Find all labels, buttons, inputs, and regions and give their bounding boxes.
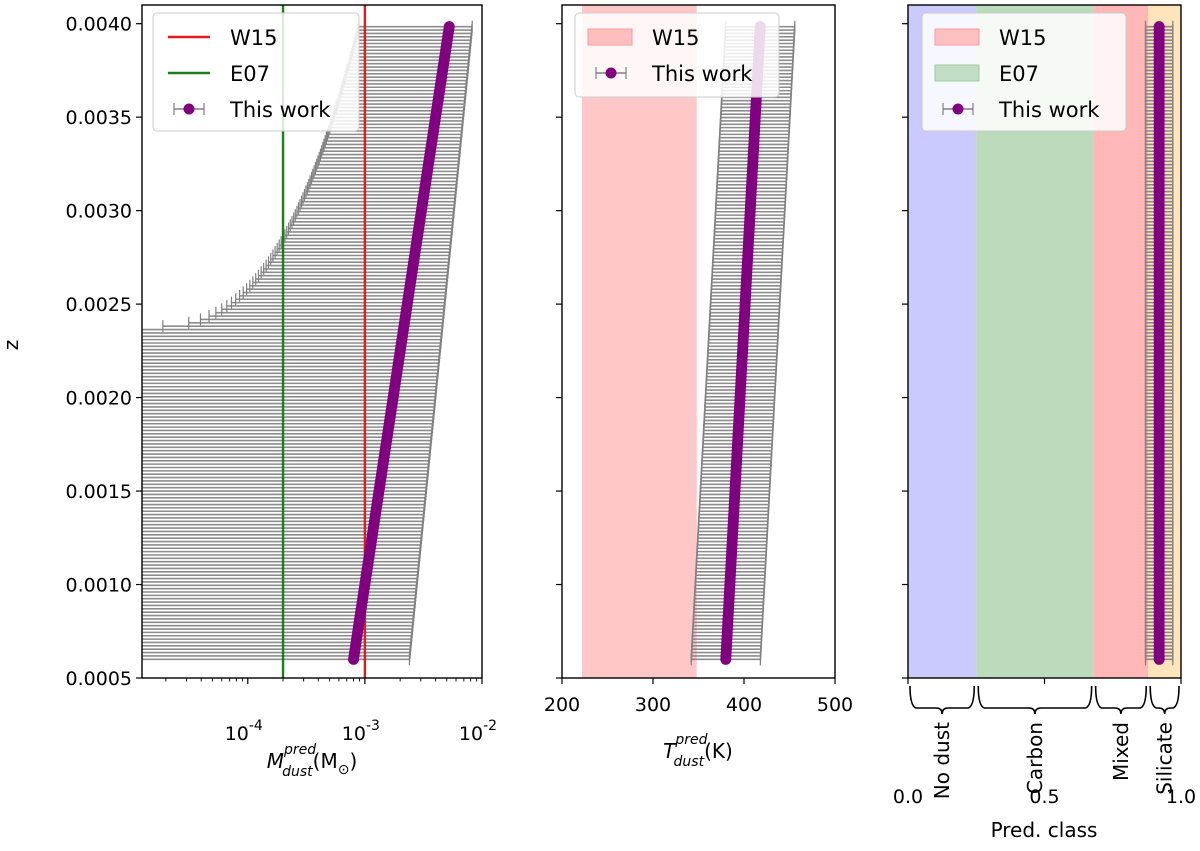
class-labels: No dust Carbon Mixed Silicate <box>909 685 1180 799</box>
legend: W15 This work <box>574 12 780 98</box>
legend: W15 E07 This work <box>152 12 360 132</box>
class-label: Carbon <box>1023 722 1047 794</box>
y-tick-label: 0.0020 <box>66 388 132 410</box>
points-layer <box>720 21 766 665</box>
panel-dust-temperature: 200 300 400 500 W15 This work Tpred dust(K) <box>544 4 853 770</box>
y-axis-label: z <box>0 340 23 351</box>
y-tick-label: 0.0035 <box>66 107 132 129</box>
y-tick-label: 0.0025 <box>66 294 132 316</box>
legend-marker <box>183 103 195 115</box>
class-bracket <box>977 685 1093 715</box>
panel-dust-mass: 0.0005 0.0010 0.0015 0.0020 0.0025 0.0030 0.00… <box>0 4 497 780</box>
legend-swatch <box>587 28 633 46</box>
x-tick-exponent: -4 <box>249 718 263 734</box>
bands-layer <box>582 5 697 678</box>
legend-label: W15 <box>652 26 700 50</box>
x-tick-label: 10-3 <box>342 718 380 745</box>
x-tick-label: 0.0 <box>893 786 923 808</box>
legend-marker <box>952 103 964 115</box>
x-tick-exponent: -2 <box>483 718 497 734</box>
x-axis-label-temperature: Tpred dust(K) <box>663 732 733 770</box>
legend-label: This work <box>651 62 753 86</box>
y-tick-label: 0.0005 <box>66 668 132 690</box>
y-tick-label: 0.0010 <box>66 575 132 597</box>
x-tick-label: 10-2 <box>459 718 497 745</box>
legend-label: W15 <box>999 26 1047 50</box>
x-tick-label: 300 <box>635 694 671 716</box>
legend-label: This work <box>229 98 331 122</box>
legend-marker <box>605 67 617 79</box>
x-axis-label-pred-class: Pred. class <box>991 818 1098 842</box>
class-label: No dust <box>930 722 954 799</box>
legend-swatch <box>934 64 980 82</box>
class-bracket <box>1149 685 1180 715</box>
legend: W15 E07 This work <box>921 12 1127 132</box>
plot-frame <box>141 4 483 679</box>
x-tick-label: 0.5 <box>1029 786 1059 808</box>
points-layer <box>1153 21 1165 665</box>
x-tick-exponent: -3 <box>366 718 380 734</box>
axes-layer: 0.0005 0.0010 0.0015 0.0020 0.0025 0.0030 0.00… <box>66 4 497 745</box>
axes-layer: 0.0 0.5 1.0 <box>893 4 1196 808</box>
class-bracket <box>1094 685 1148 715</box>
x-tick-base: 10 <box>459 723 483 745</box>
band-silicate <box>1148 5 1181 678</box>
legend-box <box>152 12 360 132</box>
points-layer <box>348 21 455 665</box>
legend-label: W15 <box>230 26 278 50</box>
plot-frame <box>561 4 836 679</box>
legend-label: E07 <box>999 62 1039 86</box>
band-w15 <box>582 5 697 678</box>
panel-pred-class: 0.0 0.5 1.0 W15 E07 This work No dust Carbon M… <box>893 4 1196 842</box>
legend-swatch <box>934 28 980 46</box>
x-tick-label: 1.0 <box>1166 786 1196 808</box>
data-point <box>443 21 455 33</box>
class-label: Mixed <box>1109 722 1133 781</box>
legend-label: E07 <box>230 62 270 86</box>
y-tick-label: 0.0040 <box>66 14 132 36</box>
x-axis-label-mass: Mpred dust(M⊙) <box>267 742 358 780</box>
axes-layer: 200 300 400 500 <box>544 4 853 716</box>
y-tick-label: 0.0015 <box>66 481 132 503</box>
x-tick-label: 500 <box>817 694 853 716</box>
x-tick-label: 10-4 <box>225 718 263 745</box>
x-tick-base: 10 <box>225 723 249 745</box>
x-tick-label: 200 <box>544 694 580 716</box>
class-label: Silicate <box>1153 722 1177 795</box>
legend-label: This work <box>998 98 1100 122</box>
y-tick-label: 0.0030 <box>66 201 132 223</box>
x-tick-base: 10 <box>342 723 366 745</box>
x-tick-label: 400 <box>726 694 762 716</box>
data-point <box>1153 21 1165 33</box>
class-bracket <box>909 685 976 715</box>
